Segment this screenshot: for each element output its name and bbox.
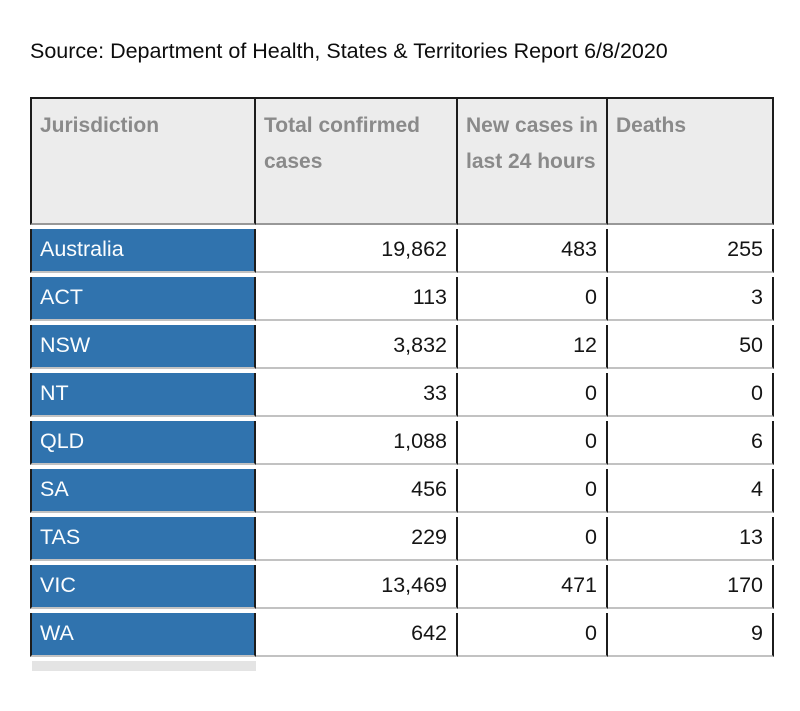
table-row: NT 33 0 0 (30, 372, 774, 417)
new-cases-24h-cell: 0 (458, 516, 608, 561)
total-confirmed-cases-cell: 456 (256, 468, 458, 513)
new-cases-24h-cell: 471 (458, 564, 608, 609)
table-row: TAS 229 0 13 (30, 516, 774, 561)
jurisdiction-cell: ACT (30, 276, 256, 321)
total-confirmed-cases-cell: 13,469 (256, 564, 458, 609)
total-confirmed-cases-cell: 33 (256, 372, 458, 417)
total-confirmed-cases-cell: 642 (256, 612, 458, 657)
new-cases-24h-cell: 0 (458, 468, 608, 513)
new-cases-24h-cell: 0 (458, 420, 608, 465)
jurisdiction-cell: Australia (30, 228, 256, 273)
new-cases-24h-cell: 12 (458, 324, 608, 369)
covid-cases-table: Jurisdiction Total confirmed cases New c… (30, 93, 774, 661)
total-confirmed-cases-cell: 113 (256, 276, 458, 321)
table-row: ACT 113 0 3 (30, 276, 774, 321)
column-header-deaths: Deaths (608, 96, 774, 225)
jurisdiction-cell: NT (30, 372, 256, 417)
total-confirmed-cases-cell: 19,862 (256, 228, 458, 273)
deaths-cell: 0 (608, 372, 774, 417)
table-header-row: Jurisdiction Total confirmed cases New c… (30, 96, 774, 225)
total-confirmed-cases-cell: 229 (256, 516, 458, 561)
new-cases-24h-cell: 0 (458, 612, 608, 657)
jurisdiction-cell: SA (30, 468, 256, 513)
jurisdiction-cell: WA (30, 612, 256, 657)
source-attribution: Source: Department of Health, States & T… (30, 39, 668, 63)
new-cases-24h-cell: 483 (458, 228, 608, 273)
jurisdiction-cell: TAS (30, 516, 256, 561)
jurisdiction-cell: NSW (30, 324, 256, 369)
new-cases-24h-cell: 0 (458, 372, 608, 417)
column-header-new-cases-24h: New cases in last 24 hours (458, 96, 608, 225)
deaths-cell: 4 (608, 468, 774, 513)
deaths-cell: 255 (608, 228, 774, 273)
new-cases-24h-cell: 0 (458, 276, 608, 321)
table-row: VIC 13,469 471 170 (30, 564, 774, 609)
deaths-cell: 9 (608, 612, 774, 657)
deaths-cell: 170 (608, 564, 774, 609)
table-row: Australia 19,862 483 255 (30, 228, 774, 273)
table-row: QLD 1,088 0 6 (30, 420, 774, 465)
column-header-jurisdiction: Jurisdiction (30, 96, 256, 225)
clipped-next-row (32, 660, 256, 671)
column-header-total-confirmed-cases: Total confirmed cases (256, 96, 458, 225)
deaths-cell: 50 (608, 324, 774, 369)
table-row: WA 642 0 9 (30, 612, 774, 657)
jurisdiction-cell: VIC (30, 564, 256, 609)
deaths-cell: 6 (608, 420, 774, 465)
deaths-cell: 3 (608, 276, 774, 321)
total-confirmed-cases-cell: 3,832 (256, 324, 458, 369)
table-row: NSW 3,832 12 50 (30, 324, 774, 369)
deaths-cell: 13 (608, 516, 774, 561)
jurisdiction-cell: QLD (30, 420, 256, 465)
total-confirmed-cases-cell: 1,088 (256, 420, 458, 465)
table-row: SA 456 0 4 (30, 468, 774, 513)
